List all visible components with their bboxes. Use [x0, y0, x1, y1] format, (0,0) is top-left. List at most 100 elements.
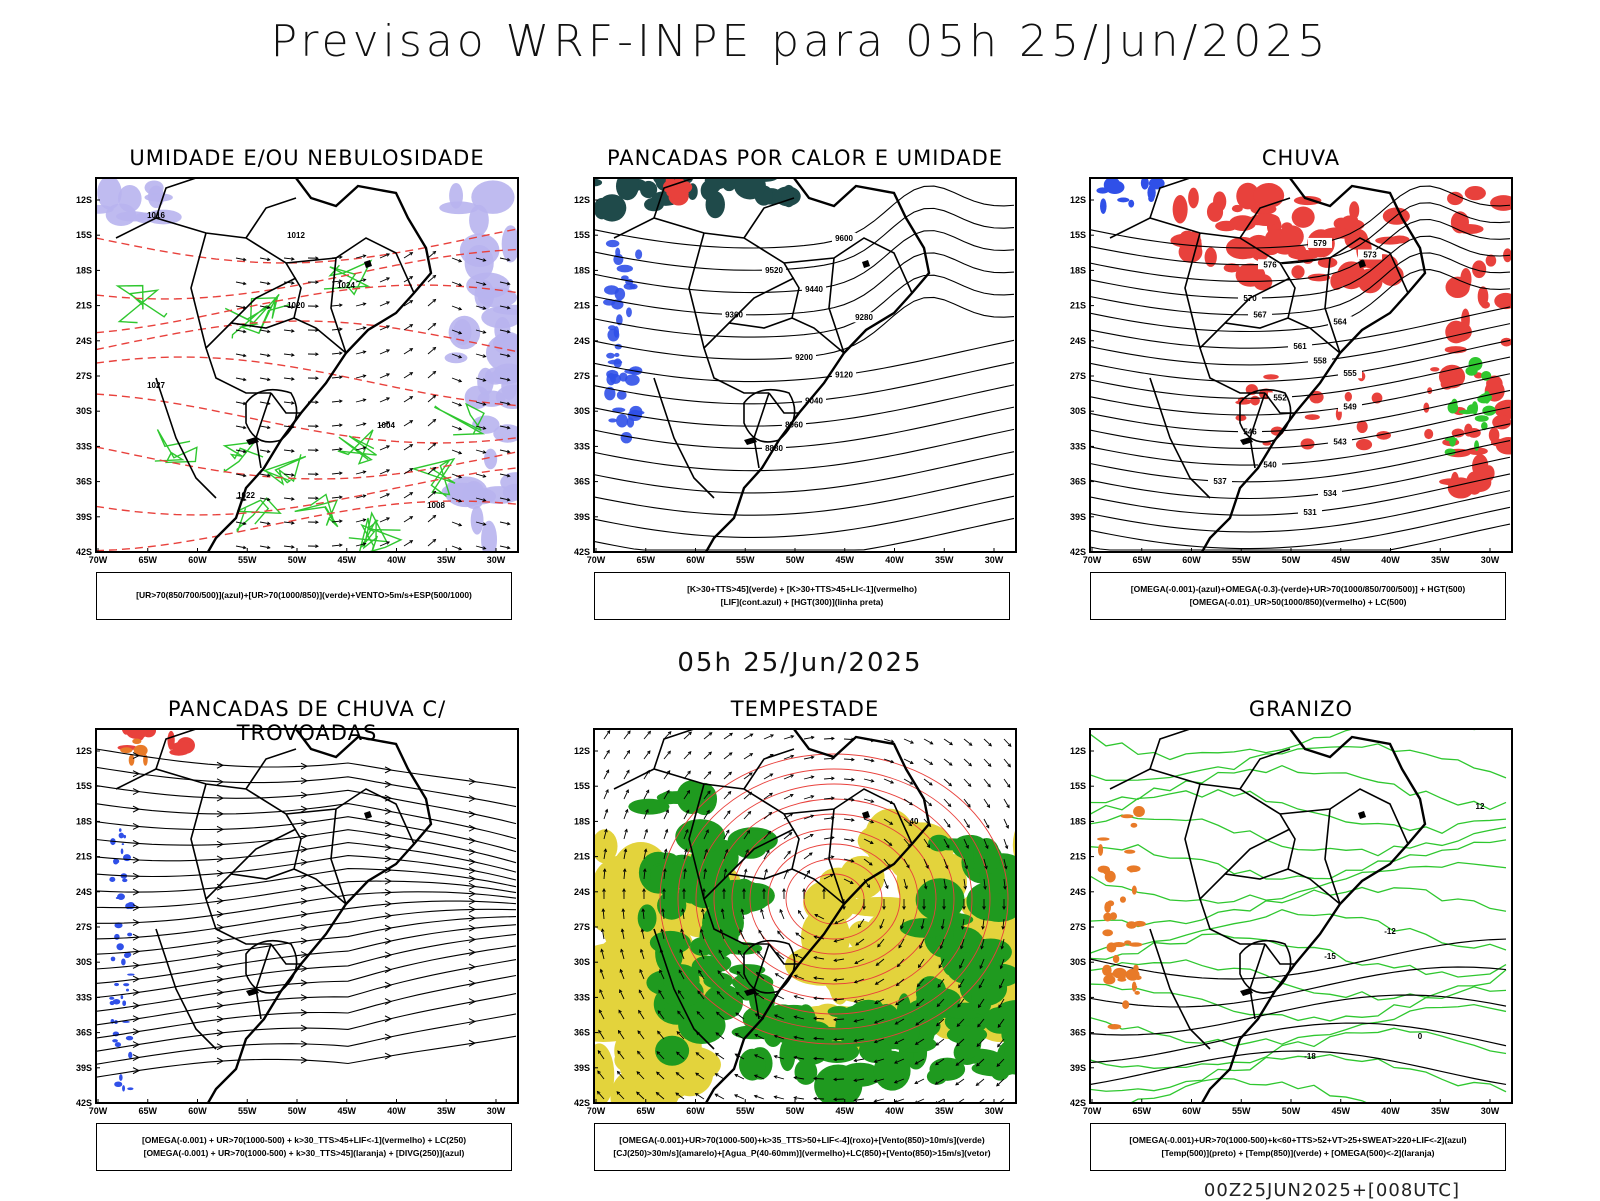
omega-orange-area — [1104, 902, 1111, 913]
lon-label: 65W — [138, 555, 157, 565]
divergence-area — [122, 1085, 125, 1091]
thunder-orange-area — [132, 738, 141, 744]
contour-label: 534 — [1323, 489, 1337, 498]
panel-legend: [OMEGA(-0.001)-(azul)+OMEGA(-0.3)-(verde… — [1090, 572, 1506, 620]
rain-area — [1263, 374, 1279, 379]
lon-label: 55W — [238, 1106, 257, 1116]
contour-label: 567 — [1253, 311, 1267, 320]
map-frame — [96, 729, 518, 1103]
contour-label: 540 — [1263, 461, 1277, 470]
wind-vector — [624, 751, 630, 759]
lon-label: 45W — [1331, 1106, 1350, 1116]
divergence-area — [119, 833, 124, 839]
divergence-area — [119, 828, 122, 832]
divergence-area — [123, 835, 126, 838]
country-border — [1240, 941, 1291, 993]
lifted-index-contour — [614, 326, 619, 338]
lon-label: 35W — [1431, 1106, 1450, 1116]
state-border — [191, 784, 206, 899]
omega-orange-area — [1109, 973, 1118, 976]
humidity-blue-area — [471, 506, 484, 535]
lifted-index-contour — [635, 249, 642, 259]
contour-label: 537 — [1213, 477, 1227, 486]
contour-label: 9440 — [805, 285, 823, 294]
divergence-area — [110, 1001, 115, 1005]
lat-label: 33S — [76, 441, 92, 451]
jet-stream-area — [1018, 835, 1036, 890]
rain-area — [1305, 414, 1320, 420]
thickness-contour — [96, 394, 516, 443]
omega-orange-area — [1122, 1000, 1129, 1009]
lon-label: 55W — [736, 555, 755, 565]
legend-line: [OMEGA(-0.001) + UR>70(1000-500) + k>30_… — [97, 1136, 511, 1146]
lat-label: 21S — [574, 301, 590, 311]
lat-label: 21S — [76, 852, 92, 862]
divergence-area — [127, 973, 134, 975]
panel-title: PANCADAS POR CALOR E UMIDADE — [594, 146, 1016, 170]
humidity-blue-area — [453, 319, 471, 345]
height-contour — [1090, 457, 1510, 498]
wind-vector — [428, 251, 436, 258]
lat-label: 24S — [76, 336, 92, 346]
lon-label: 60W — [188, 555, 207, 565]
lon-label: 55W — [238, 555, 257, 565]
jet-stream-area — [848, 921, 877, 951]
streamline — [96, 812, 516, 852]
jet-stream-area — [1022, 987, 1036, 1014]
lat-label: 18S — [1070, 265, 1086, 275]
contour-label: 9280 — [855, 313, 873, 322]
lat-label: 30S — [574, 406, 590, 416]
lat-label: 15S — [574, 781, 590, 791]
lon-label: 50W — [786, 1106, 805, 1116]
lat-label: 15S — [1070, 230, 1086, 240]
wind850-area — [783, 1019, 826, 1049]
lifted-index-contour — [617, 265, 633, 273]
rain-area — [1447, 192, 1463, 205]
divergence-area — [122, 1000, 126, 1006]
lon-label: 45W — [835, 555, 854, 565]
convection-area — [734, 172, 766, 199]
contour-label: 1024 — [337, 281, 355, 290]
lat-label: 33S — [574, 441, 590, 451]
lake — [364, 811, 372, 819]
wind-vector — [944, 739, 952, 745]
temp850-contour — [1090, 1005, 1506, 1046]
rain-area — [1188, 188, 1199, 209]
rain-area — [1173, 195, 1188, 223]
lat-label: 36S — [574, 477, 590, 487]
lifted-index-contour — [627, 417, 634, 427]
wind850-area — [971, 987, 987, 1007]
state-border — [256, 944, 271, 1019]
wind850-area — [795, 1059, 818, 1085]
footer-timestamp: 00Z25JUN2025+[008UTC] — [1204, 1180, 1460, 1201]
contour-label: 1016 — [147, 211, 165, 220]
wind850-area — [657, 791, 699, 804]
lat-label: 21S — [1070, 852, 1086, 862]
state-border — [116, 769, 301, 944]
wind-vector — [684, 732, 691, 739]
coastline — [208, 729, 431, 1103]
wind-vector — [724, 733, 732, 739]
lat-label: 39S — [1070, 512, 1086, 522]
wind-vector — [724, 753, 732, 759]
humidity-blue-area — [462, 481, 485, 509]
lon-label: 50W — [1282, 1106, 1301, 1116]
lon-label: 70W — [587, 1106, 606, 1116]
jet-stream-area — [588, 872, 623, 931]
wind-vector — [428, 347, 436, 354]
wind850-area — [655, 1036, 689, 1066]
omega-orange-area — [1132, 981, 1137, 991]
lifted-index-contour — [606, 240, 619, 247]
streamline — [96, 909, 516, 954]
lat-label: 24S — [574, 336, 590, 346]
lon-label: 70W — [1083, 555, 1102, 565]
wind-vector — [684, 752, 691, 759]
divergence-area — [114, 1081, 122, 1087]
contour-label: 9120 — [835, 371, 853, 380]
rain-green-area — [1449, 436, 1456, 446]
omega-orange-area — [1133, 965, 1138, 973]
thickness-contour — [96, 229, 516, 263]
contour-label: 9200 — [795, 353, 813, 362]
lat-label: 27S — [574, 922, 590, 932]
rain-area — [1424, 429, 1433, 439]
